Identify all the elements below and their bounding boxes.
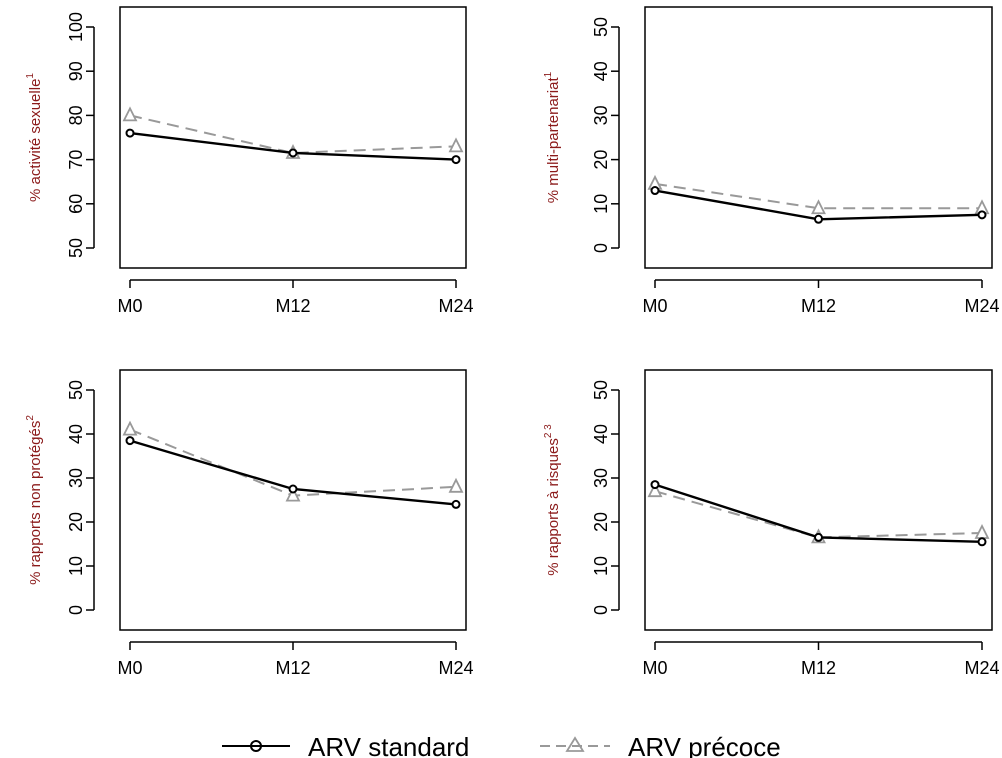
series-line-arv-precoce (654, 182, 982, 210)
chart-panel-3: 0 10 20 30 40 50 M0 M12 M24 % rapports non protég… (25, 369, 474, 678)
y-tick-label: 60 (66, 194, 86, 214)
y-tick-label: 100 (66, 12, 86, 42)
data-point-arv-standard (977, 210, 987, 220)
legend-label-standard: ARV standard (308, 732, 469, 758)
x-tick-label: M12 (801, 296, 836, 316)
plot-frame (119, 6, 467, 269)
x-tick-label: M0 (117, 658, 142, 678)
y-tick-label: 20 (66, 512, 86, 532)
y-tick-label: 80 (66, 105, 86, 125)
legend-label-precoce: ARV précoce (628, 732, 781, 758)
y-tick-label: 10 (591, 194, 611, 214)
y-tick-label: 70 (66, 150, 86, 170)
data-point-arv-precoce (811, 199, 826, 215)
legend: ARV standard ARV précoce (222, 732, 781, 758)
y-tick-label: 40 (591, 424, 611, 444)
legend-marker-precoce (565, 736, 585, 752)
series-line-arv-precoce (129, 114, 457, 154)
x-tick-label: M12 (275, 296, 310, 316)
data-point-arv-standard (814, 532, 823, 542)
x-tick-label: M0 (642, 296, 667, 316)
y-axis-label-superscript: 1 (543, 71, 554, 77)
y-tick-label: 30 (591, 468, 611, 488)
x-tick-label: M12 (275, 658, 310, 678)
y-tick-label: 0 (66, 605, 86, 615)
data-point-arv-precoce (285, 486, 301, 502)
y-tick-label: 30 (66, 468, 86, 488)
data-point-arv-standard (977, 537, 987, 547)
data-point-arv-standard (288, 484, 298, 494)
data-point-arv-standard (650, 480, 660, 490)
plot-frame (644, 369, 993, 631)
y-tick-label: 40 (66, 424, 86, 444)
y-tick-label: 50 (591, 380, 611, 400)
y-tick-label: 0 (591, 243, 611, 253)
data-point-arv-standard (451, 155, 461, 165)
data-point-arv-standard (650, 186, 660, 196)
data-point-arv-precoce (647, 482, 663, 498)
data-point-arv-precoce (974, 523, 990, 539)
chart-panel-1: 50 60 70 80 90 100 M0 M12 M24 % activité sexuelle… (25, 6, 474, 316)
plot-frame (644, 6, 993, 269)
data-point-arv-standard (125, 436, 135, 446)
y-axis-label-superscript: 1 (25, 73, 36, 79)
data-point-arv-precoce (122, 106, 138, 122)
data-point-arv-standard (125, 128, 135, 138)
y-tick-label: 30 (591, 105, 611, 125)
legend-marker-standard (250, 740, 262, 752)
x-tick-label: M12 (801, 658, 836, 678)
x-tick-label: M24 (964, 658, 999, 678)
plot-frame (119, 369, 467, 631)
x-tick-label: M0 (642, 658, 667, 678)
data-point-arv-precoce (122, 420, 138, 436)
data-point-arv-standard (451, 499, 461, 509)
y-tick-label: 50 (66, 238, 86, 258)
data-point-arv-precoce (448, 137, 464, 153)
y-axis-label: % activité sexuelle1 (25, 73, 44, 202)
y-axis-label-superscript: 2 (25, 415, 36, 421)
y-tick-label: 50 (66, 380, 86, 400)
y-tick-label: 90 (66, 61, 86, 81)
chart-panel-2: 0 10 20 30 40 50 M0 M12 M24 % multi-partenariat1 (543, 6, 1000, 316)
y-axis-label: % rapports non protégés2 (25, 415, 44, 585)
data-point-arv-standard (288, 148, 298, 158)
x-tick-label: M24 (964, 296, 999, 316)
data-point-arv-standard (814, 214, 823, 224)
chart-panel-4: 0 10 20 30 40 50 M0 M12 M24 % rapports à risques2… (543, 369, 1000, 678)
y-tick-label: 10 (591, 556, 611, 576)
y-axis-label-superscript: 2 3 (543, 424, 554, 438)
x-tick-label: M24 (438, 296, 473, 316)
x-tick-label: M0 (117, 296, 142, 316)
y-tick-label: 50 (591, 17, 611, 37)
y-tick-label: 0 (591, 605, 611, 615)
data-point-arv-precoce (448, 477, 464, 493)
y-axis-label: % multi-partenariat1 (543, 71, 562, 203)
y-axis-label: % rapports à risques2 3 (543, 424, 562, 576)
y-tick-label: 40 (591, 61, 611, 81)
y-tick-label: 10 (66, 556, 86, 576)
x-tick-label: M24 (438, 658, 473, 678)
y-tick-label: 20 (591, 512, 611, 532)
y-tick-label: 20 (591, 150, 611, 170)
